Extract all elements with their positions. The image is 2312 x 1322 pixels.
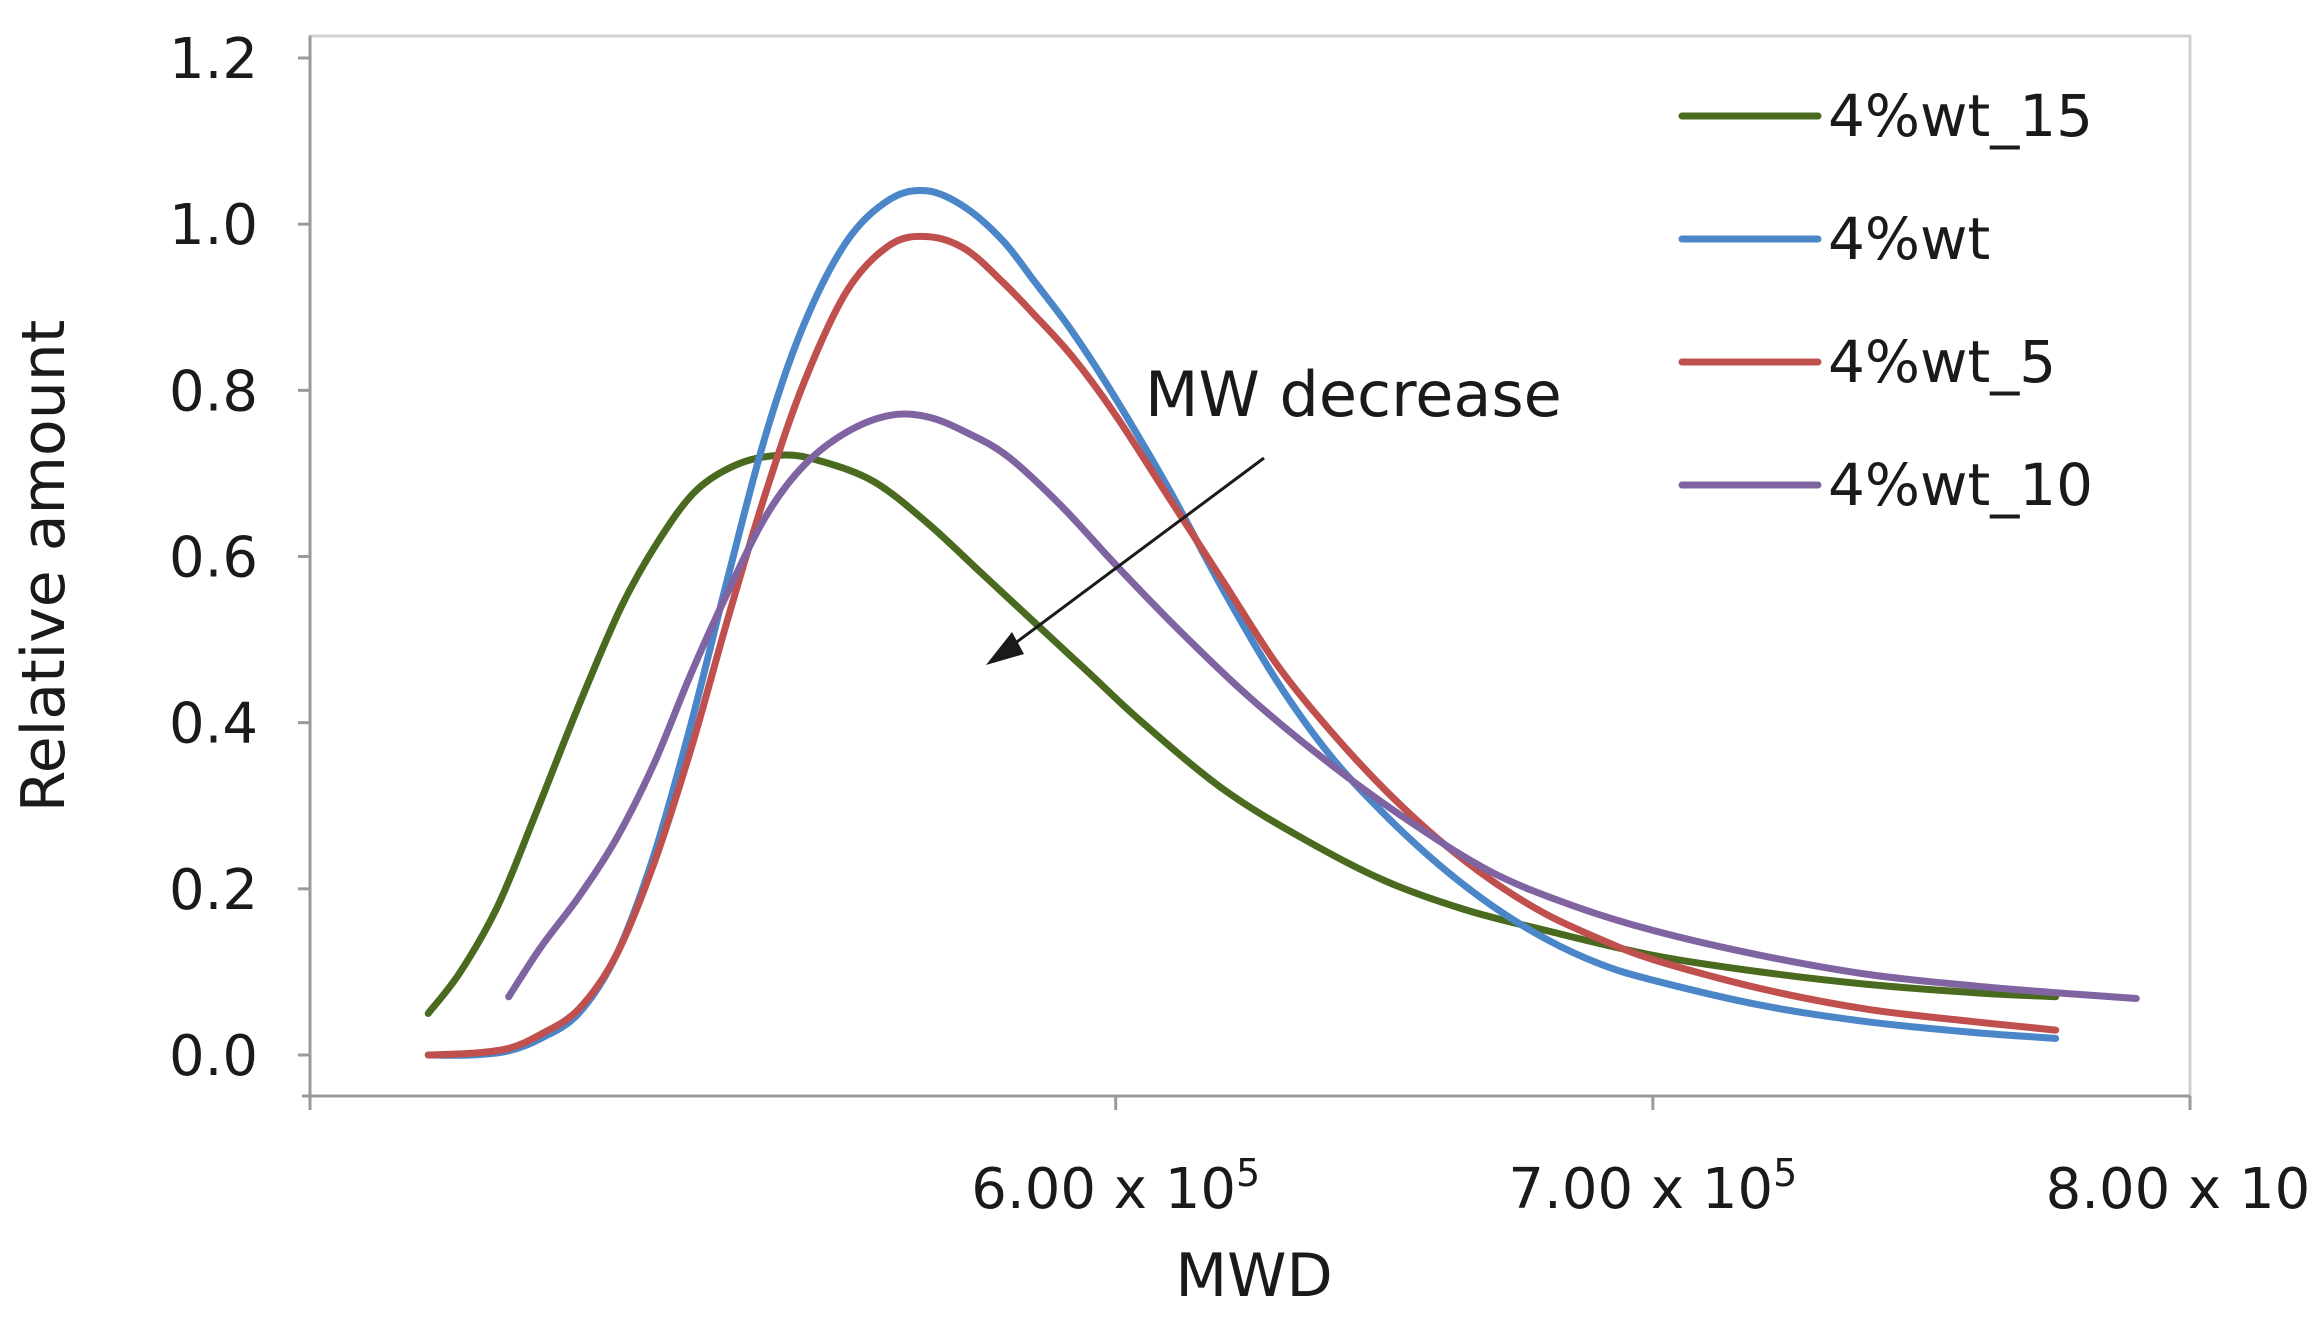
plot-border (308, 34, 2192, 1098)
x-tick-exponent: 5 (2310, 1151, 2312, 1195)
series-line-4-wt (424, 186, 2060, 1059)
legend-label: 4%wt (1828, 205, 1990, 273)
x-tick-mantissa: 7.00 x 10 (1508, 1157, 1773, 1222)
x-tick-label: 8.00 x 105 (2046, 1151, 2312, 1222)
series-line-4-wt-5 (424, 232, 2060, 1059)
x-tick-exponent: 5 (1236, 1151, 1260, 1195)
series-line-4-wt-10 (505, 410, 2140, 1002)
y-axis-title: Relative amount (9, 320, 79, 813)
y-tick-label: 0.6 (169, 526, 258, 591)
annotation-label: MW decrease (1145, 358, 1562, 431)
y-tick-label: 0.2 (169, 858, 258, 923)
x-tick-exponent: 5 (1773, 1151, 1797, 1195)
x-tick-mantissa: 8.00 x 10 (2046, 1157, 2311, 1222)
series-lines (424, 186, 2140, 1059)
plot-area (302, 34, 2192, 1098)
x-tick-mantissa: 6.00 x 10 (971, 1157, 1236, 1222)
annotation-arrowhead (986, 632, 1024, 665)
legend-label: 4%wt_15 (1828, 82, 2093, 150)
legend-item[interactable]: 4%wt_5 (1678, 328, 2056, 396)
legend-item[interactable]: 4%wt_15 (1678, 82, 2093, 150)
y-tick-label: 1.0 (169, 193, 258, 258)
legend-label: 4%wt_10 (1828, 451, 2093, 519)
x-tick-label: 6.00 x 105 (971, 1151, 1260, 1222)
y-axis-ticks: 0.0 0.2 0.4 0.6 0.8 1.0 1.2 (169, 27, 310, 1089)
annotation-arrow-line (1005, 456, 1265, 652)
series-line-4-wt-15 (424, 451, 2060, 1017)
x-tick-label: 7.00 x 105 (1508, 1151, 1797, 1222)
x-axis-title: MWD (1175, 1241, 1332, 1311)
y-tick-label: 0.0 (169, 1024, 258, 1089)
y-tick-label: 1.2 (169, 27, 258, 92)
legend-item[interactable]: 4%wt (1678, 205, 1990, 273)
legend-label: 4%wt_5 (1828, 328, 2056, 396)
y-tick-label: 0.8 (169, 359, 258, 424)
legend[interactable]: 4%wt_15 4%wt 4%wt_5 4%wt_10 (1678, 82, 2093, 519)
mw-decrease-annotation: MW decrease (986, 358, 1562, 665)
y-tick-label: 0.4 (169, 692, 258, 757)
legend-item[interactable]: 4%wt_10 (1678, 451, 2093, 519)
